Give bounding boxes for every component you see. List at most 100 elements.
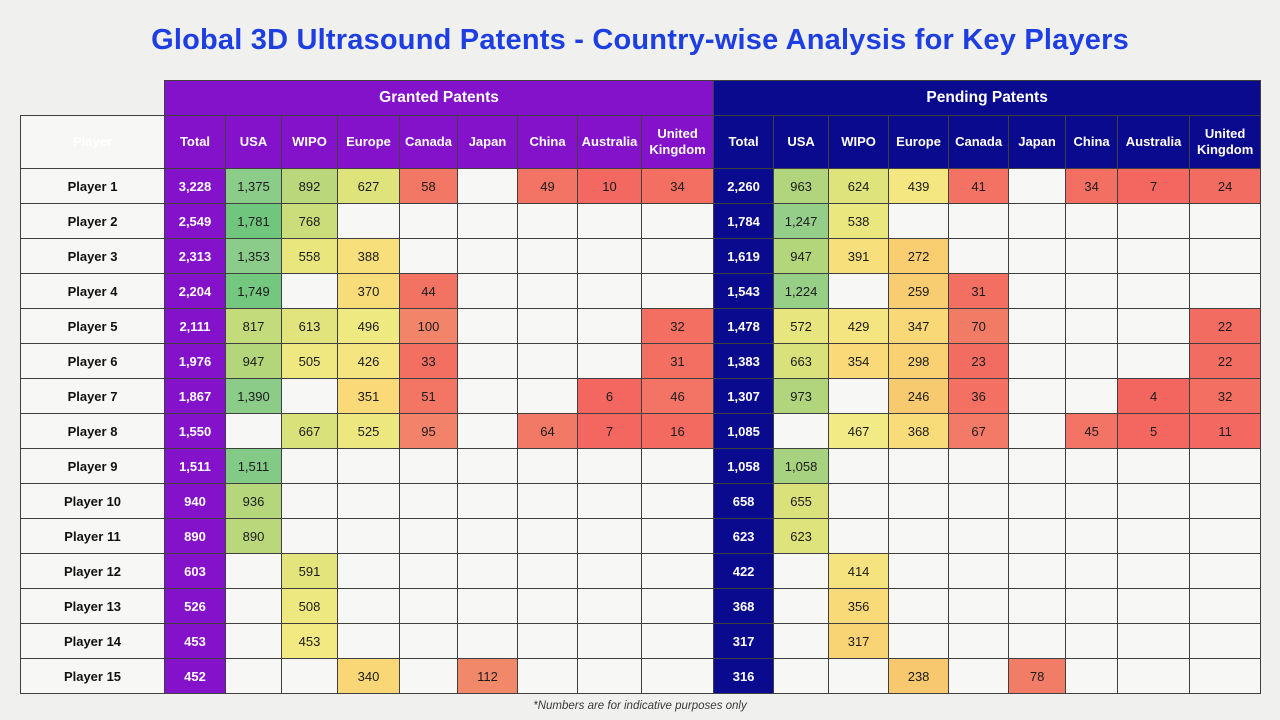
pending-cell-wipo: 356: [828, 588, 890, 624]
granted-cell-wipo: 892: [281, 168, 338, 204]
granted-cell-japan: [457, 623, 518, 659]
granted-col-header-japan: Japan: [457, 115, 518, 169]
granted-col-header-usa: USA: [225, 115, 282, 169]
granted-cell-usa: 817: [225, 308, 282, 344]
pending-cell-china: 45: [1065, 413, 1119, 449]
pending-cell-united-kingdom: 32: [1189, 378, 1262, 414]
granted-cell-wipo: 591: [281, 553, 338, 589]
granted-cell-united-kingdom: [640, 518, 715, 554]
granted-cell-japan: [457, 168, 518, 204]
pending-cell-australia: [1117, 623, 1191, 659]
pending-cell-china: [1065, 658, 1119, 694]
granted-cell-usa: 936: [225, 483, 282, 519]
pending-cell-total: 1,058: [713, 448, 775, 484]
pending-cell-australia: [1117, 203, 1191, 239]
granted-cell-canada: [399, 518, 458, 554]
pending-col-header-europe: Europe: [888, 115, 950, 169]
granted-cell-wipo: 768: [281, 203, 338, 239]
granted-cell-australia: [577, 658, 642, 694]
pending-cell-europe: [888, 448, 950, 484]
pending-cell-japan: [1008, 378, 1067, 414]
granted-cell-europe: [337, 623, 400, 659]
granted-cell-wipo: [281, 518, 338, 554]
granted-cell-total: 452: [164, 658, 226, 694]
pending-cell-usa: 623: [773, 518, 830, 554]
player-cell: Player 5: [20, 308, 165, 344]
granted-cell-australia: [577, 553, 642, 589]
player-cell: Player 7: [20, 378, 165, 414]
granted-cell-total: 3,228: [164, 168, 226, 204]
granted-cell-europe: 525: [337, 413, 400, 449]
granted-cell-united-kingdom: 32: [640, 308, 715, 344]
granted-cell-australia: [577, 343, 642, 379]
pending-cell-united-kingdom: [1189, 238, 1262, 274]
pending-cell-total: 1,478: [713, 308, 775, 344]
pending-cell-australia: [1117, 658, 1191, 694]
granted-cell-wipo: 453: [281, 623, 338, 659]
granted-cell-usa: [225, 623, 282, 659]
granted-cell-united-kingdom: [640, 238, 715, 274]
top-left-spacer: [21, 81, 165, 116]
granted-cell-japan: [457, 483, 518, 519]
pending-cell-usa: 963: [773, 168, 830, 204]
granted-cell-china: [517, 588, 578, 624]
granted-cell-china: [517, 623, 578, 659]
granted-cell-wipo: [281, 483, 338, 519]
granted-cell-australia: 7: [577, 413, 642, 449]
granted-cell-europe: [337, 553, 400, 589]
granted-cell-usa: 1,375: [225, 168, 282, 204]
pending-cell-china: [1065, 203, 1119, 239]
granted-cell-usa: 1,511: [225, 448, 282, 484]
pending-cell-wipo: 391: [828, 238, 890, 274]
pending-cell-united-kingdom: [1189, 588, 1262, 624]
granted-cell-australia: [577, 308, 642, 344]
pending-cell-usa: [773, 413, 830, 449]
granted-cell-united-kingdom: [640, 448, 715, 484]
pending-cell-japan: [1008, 448, 1067, 484]
table-row: Player 12 603 591 422 414: [20, 553, 1262, 589]
granted-cell-china: [517, 308, 578, 344]
granted-cell-japan: [457, 203, 518, 239]
granted-cell-total: 940: [164, 483, 226, 519]
pending-cell-wipo: [828, 378, 890, 414]
pending-cell-usa: 1,224: [773, 273, 830, 309]
granted-patents-group-header: Granted Patents: [163, 80, 715, 116]
granted-cell-china: [517, 378, 578, 414]
player-cell: Player 15: [20, 658, 165, 694]
granted-cell-wipo: 508: [281, 588, 338, 624]
granted-cell-china: [517, 483, 578, 519]
player-cell: Player 11: [20, 518, 165, 554]
pending-cell-total: 1,784: [713, 203, 775, 239]
granted-cell-wipo: [281, 273, 338, 309]
pending-cell-china: [1065, 588, 1119, 624]
pending-cell-usa: 572: [773, 308, 830, 344]
pending-cell-australia: 7: [1117, 168, 1191, 204]
granted-cell-china: [517, 518, 578, 554]
pending-cell-united-kingdom: [1189, 448, 1262, 484]
pending-cell-australia: [1117, 238, 1191, 274]
pending-cell-canada: [948, 518, 1010, 554]
pending-cell-wipo: [828, 518, 890, 554]
pending-cell-usa: 1,058: [773, 448, 830, 484]
pending-cell-usa: [773, 553, 830, 589]
pending-cell-australia: [1117, 588, 1191, 624]
pending-cell-europe: [888, 203, 950, 239]
granted-cell-wipo: 667: [281, 413, 338, 449]
pending-cell-wipo: 429: [828, 308, 890, 344]
pending-col-header-united-kingdom: United Kingdom: [1189, 115, 1262, 169]
granted-cell-total: 2,549: [164, 203, 226, 239]
pending-cell-europe: [888, 623, 950, 659]
pending-cell-usa: [773, 658, 830, 694]
granted-cell-wipo: 505: [281, 343, 338, 379]
granted-cell-china: [517, 448, 578, 484]
pending-cell-usa: 1,247: [773, 203, 830, 239]
granted-cell-total: 890: [164, 518, 226, 554]
granted-cell-japan: [457, 308, 518, 344]
granted-cell-australia: [577, 588, 642, 624]
granted-cell-europe: [337, 588, 400, 624]
pending-cell-canada: [948, 203, 1010, 239]
granted-cell-europe: 388: [337, 238, 400, 274]
pending-cell-japan: [1008, 623, 1067, 659]
granted-cell-united-kingdom: 31: [640, 343, 715, 379]
pending-cell-japan: [1008, 588, 1067, 624]
